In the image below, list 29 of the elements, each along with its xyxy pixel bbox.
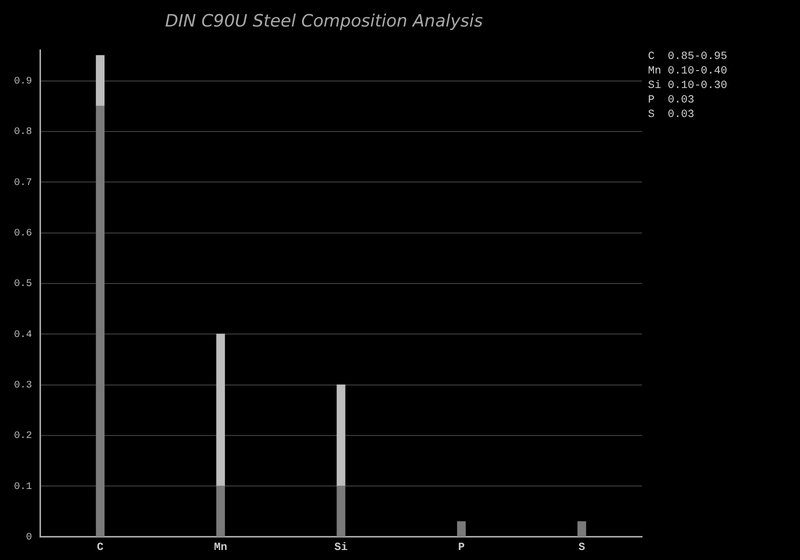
text: Si 0.10-0.30 <box>648 80 728 92</box>
text: Mn 0.10-0.40 <box>648 65 728 78</box>
text: C 0.85-0.95 <box>648 50 728 63</box>
bar <box>457 521 466 537</box>
y-tick-label: 0.9 <box>14 76 32 88</box>
bar <box>96 55 105 106</box>
y-tick-label: 0.3 <box>14 380 32 392</box>
y-tick-label: 0 <box>26 532 32 544</box>
y-tick-label: 0.5 <box>14 279 32 290</box>
y-tick-label: 0.8 <box>14 127 32 138</box>
text: P 0.03 <box>648 94 694 106</box>
bar <box>577 521 586 537</box>
text: S 0.03 <box>648 108 694 121</box>
bar <box>336 486 346 537</box>
x-tick-label: Si <box>334 542 348 554</box>
y-tick-label: 0.1 <box>14 482 32 493</box>
x-tick-label: S <box>578 542 586 554</box>
chart-title: DIN C90U Steel Composition Analysis <box>165 12 483 32</box>
y-tick-label: 0.2 <box>14 431 32 442</box>
x-tick-label: C <box>96 542 104 554</box>
y-tick-label: 0.6 <box>14 228 32 240</box>
y-tick-label: 0.7 <box>14 178 32 189</box>
bar <box>216 486 225 537</box>
bar <box>216 334 225 486</box>
x-tick-label: Mn <box>214 542 228 554</box>
bar <box>96 106 105 537</box>
x-tick-label: P <box>458 542 466 554</box>
bar <box>336 384 346 486</box>
y-tick-label: 0.4 <box>14 330 32 341</box>
